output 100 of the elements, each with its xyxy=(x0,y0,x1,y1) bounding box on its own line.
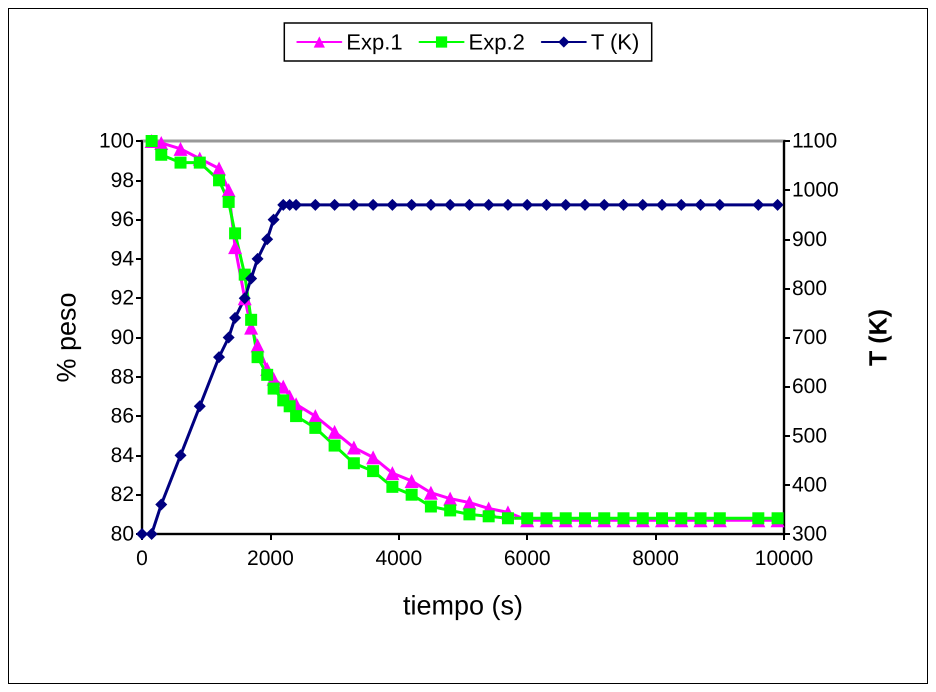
point xyxy=(618,512,630,524)
point xyxy=(222,196,235,208)
point xyxy=(560,512,572,524)
y-tick-label: 94 xyxy=(110,247,134,270)
point xyxy=(194,400,206,412)
point xyxy=(636,512,649,524)
point xyxy=(174,156,187,169)
y-tick-label: 84 xyxy=(110,444,134,467)
point xyxy=(229,227,242,240)
y2-axis-title: T (K) xyxy=(864,309,892,366)
x-tick-label: 2000 xyxy=(247,547,294,570)
point xyxy=(463,198,476,211)
point xyxy=(560,198,572,211)
y-tick-label: 80 xyxy=(110,522,134,546)
point xyxy=(328,440,341,452)
point xyxy=(424,486,438,500)
point xyxy=(444,198,456,211)
point xyxy=(675,512,688,524)
y-tick-label: 92 xyxy=(110,286,134,310)
point xyxy=(598,512,610,524)
point xyxy=(213,351,226,364)
y-tick-label: 98 xyxy=(110,168,134,192)
point xyxy=(268,382,280,395)
point xyxy=(463,508,476,520)
point xyxy=(714,512,726,524)
point xyxy=(406,488,418,501)
point xyxy=(174,449,187,462)
point xyxy=(521,512,534,524)
point xyxy=(386,198,398,211)
point xyxy=(245,272,258,285)
point xyxy=(521,198,534,211)
point xyxy=(367,198,380,211)
point xyxy=(694,198,707,211)
point xyxy=(598,198,610,211)
point xyxy=(309,198,322,211)
point xyxy=(348,457,360,470)
point xyxy=(636,198,649,211)
y-tick-label: 96 xyxy=(110,208,134,232)
point xyxy=(213,174,226,186)
y-tick-label: 90 xyxy=(110,326,134,349)
y2-tick-label: 800 xyxy=(792,276,828,300)
point xyxy=(540,198,552,211)
y-tick-label: 88 xyxy=(110,365,134,388)
y-tick-label: 100 xyxy=(98,130,134,152)
point xyxy=(752,512,764,524)
point xyxy=(424,198,437,211)
point xyxy=(309,422,322,434)
point xyxy=(174,142,188,156)
y-axis-title: % peso xyxy=(52,292,82,383)
point xyxy=(328,424,342,439)
point xyxy=(252,351,264,364)
point xyxy=(155,148,168,161)
point xyxy=(268,214,280,226)
point xyxy=(146,528,158,540)
x-tick-label: 10000 xyxy=(754,547,814,570)
x-tick-label: 6000 xyxy=(504,547,551,570)
point xyxy=(752,198,764,211)
point xyxy=(424,500,437,512)
point xyxy=(194,156,206,169)
y-tick-label: 86 xyxy=(110,404,134,428)
point xyxy=(406,198,418,211)
point xyxy=(540,512,552,524)
point xyxy=(656,198,668,211)
point xyxy=(245,314,258,326)
point xyxy=(502,512,514,524)
point xyxy=(772,198,784,211)
point xyxy=(404,474,419,488)
point xyxy=(502,198,514,211)
point xyxy=(222,332,235,344)
point xyxy=(229,312,242,324)
point xyxy=(618,198,630,211)
point xyxy=(367,465,380,478)
point xyxy=(366,450,380,464)
point xyxy=(284,400,296,412)
point xyxy=(694,512,707,524)
point xyxy=(482,198,495,211)
legend-label: T (K) xyxy=(590,30,640,54)
point xyxy=(328,198,341,211)
point xyxy=(656,512,668,524)
point xyxy=(290,410,302,422)
x-tick-label: 8000 xyxy=(632,547,679,570)
y2-tick-label: 900 xyxy=(792,228,828,251)
point xyxy=(578,512,591,524)
point xyxy=(675,198,688,211)
y2-tick-label: 300 xyxy=(792,522,828,546)
legend-label: Exp.2 xyxy=(468,30,525,54)
point xyxy=(228,240,242,254)
y2-tick-label: 600 xyxy=(792,375,828,398)
point xyxy=(578,198,591,211)
point xyxy=(261,233,274,246)
y2-tick-label: 700 xyxy=(792,326,828,349)
point xyxy=(261,368,274,381)
y2-tick-label: 400 xyxy=(792,473,828,496)
y2-tick-label: 1100 xyxy=(792,130,838,152)
y2-tick-label: 1000 xyxy=(792,178,839,202)
x-tick-label: 4000 xyxy=(375,547,422,570)
point xyxy=(346,440,361,455)
y-tick-label: 82 xyxy=(110,483,134,506)
point xyxy=(772,512,784,524)
point xyxy=(386,480,398,493)
